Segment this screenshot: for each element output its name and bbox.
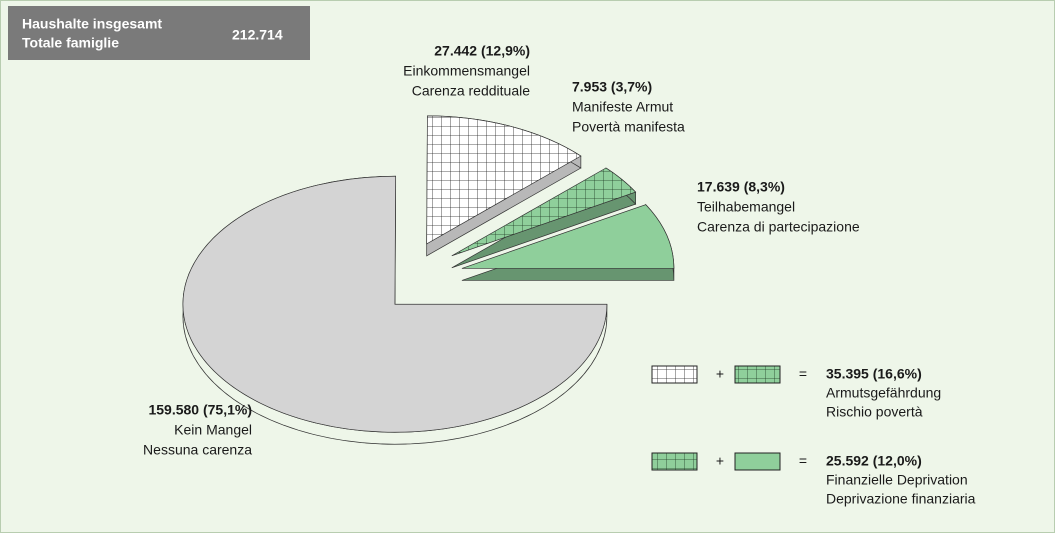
legend-name: Rischio povertà xyxy=(826,404,923,420)
slice-label: Carenza reddituale xyxy=(412,83,531,99)
slice xyxy=(426,115,582,245)
legend-name: Armutsgefährdung xyxy=(826,385,941,401)
legend: + = 35.395 (16,6%) Armutsgefährdung Risc… xyxy=(651,365,976,507)
legend-name: Finanzielle Deprivation xyxy=(826,472,968,488)
total-subtitle: Totale famiglie xyxy=(22,35,119,51)
pie xyxy=(182,115,675,445)
slice-label: Manifeste Armut xyxy=(572,99,673,115)
total-title: Haushalte insgesamt xyxy=(22,16,162,32)
slice xyxy=(451,167,637,257)
legend-swatch xyxy=(734,452,781,471)
slice-label: Einkommensmangel xyxy=(403,63,530,79)
legend-equals: = xyxy=(799,366,807,382)
legend-swatch xyxy=(734,365,781,384)
slice-value-label: 7.953 (3,7%) xyxy=(572,79,652,95)
slice xyxy=(182,175,608,433)
slice-label: Povertà manifesta xyxy=(572,119,685,135)
total-box xyxy=(8,6,310,60)
slice-value-label: 17.639 (8,3%) xyxy=(697,179,785,195)
legend-equals: = xyxy=(799,453,807,469)
total-value: 212.714 xyxy=(232,27,283,43)
legend-swatch xyxy=(651,365,698,384)
slice-label: Kein Mangel xyxy=(174,422,252,438)
slice-label: Carenza di partecipazione xyxy=(697,219,860,235)
legend-operator: + xyxy=(716,453,724,469)
slice-label: Teilhabemangel xyxy=(697,199,795,215)
legend-value: 25.592 (12,0%) xyxy=(826,453,922,469)
legend-operator: + xyxy=(716,366,724,382)
slice-label: Nessuna carenza xyxy=(143,442,252,458)
slice xyxy=(461,204,675,269)
slice-value-label: 159.580 (75,1%) xyxy=(148,402,252,418)
legend-value: 35.395 (16,6%) xyxy=(826,366,922,382)
legend-swatch xyxy=(651,452,698,471)
legend-name: Deprivazione finanziaria xyxy=(826,491,976,507)
slice-value-label: 27.442 (12,9%) xyxy=(434,43,530,59)
